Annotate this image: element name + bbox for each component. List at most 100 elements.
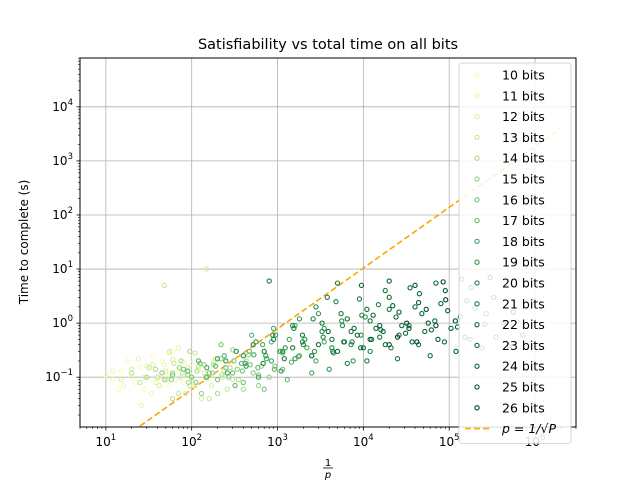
data-point xyxy=(438,300,444,307)
data-point xyxy=(166,382,173,389)
data-point xyxy=(185,379,192,386)
data-point xyxy=(206,370,212,376)
data-point xyxy=(149,353,156,359)
legend-label: 12 bits xyxy=(502,109,545,124)
data-point xyxy=(161,377,167,383)
data-point xyxy=(364,306,370,312)
data-point xyxy=(404,320,410,326)
data-point xyxy=(359,312,365,318)
data-point xyxy=(189,374,195,380)
x-tick-label: 103 xyxy=(267,433,288,449)
data-point xyxy=(132,379,138,386)
data-point xyxy=(144,374,150,380)
data-point xyxy=(423,306,429,312)
legend-label: 13 bits xyxy=(502,130,545,145)
data-point xyxy=(310,316,316,322)
data-point xyxy=(324,294,330,300)
legend-marker xyxy=(474,134,480,141)
legend: 10 bits 11 bits 12 bits 13 bits 14 bits 15 bi… xyxy=(458,62,572,444)
data-point xyxy=(115,386,122,392)
data-point xyxy=(386,342,392,348)
data-point xyxy=(243,358,249,364)
data-point xyxy=(189,360,195,367)
data-point xyxy=(406,325,412,332)
legend-marker xyxy=(474,113,480,120)
data-point xyxy=(224,386,230,392)
data-point xyxy=(432,318,438,324)
legend-label: 16 bits xyxy=(502,192,545,207)
data-point xyxy=(251,352,257,358)
data-point xyxy=(195,358,202,364)
y-axis-label: Time to complete (s) xyxy=(17,180,31,306)
data-point xyxy=(442,287,448,294)
data-point xyxy=(261,348,267,355)
data-point xyxy=(263,353,269,359)
legend-marker xyxy=(474,197,480,203)
y-tick-label: 101 xyxy=(52,260,73,276)
y-tick-label: 10−1 xyxy=(45,368,73,384)
data-point xyxy=(137,379,143,386)
data-point xyxy=(278,368,284,374)
data-point xyxy=(370,312,376,318)
data-point xyxy=(214,356,221,362)
data-point xyxy=(289,345,296,351)
x-tick-label: 102 xyxy=(181,433,202,449)
data-point xyxy=(296,316,303,322)
data-point xyxy=(250,370,256,376)
data-point xyxy=(377,322,383,329)
data-point xyxy=(394,356,401,362)
data-point xyxy=(246,348,253,355)
data-point xyxy=(204,365,210,371)
data-point xyxy=(386,278,392,284)
legend-marker xyxy=(474,155,480,161)
data-point xyxy=(427,353,433,359)
data-point xyxy=(223,358,229,364)
data-point xyxy=(414,339,420,345)
y-axis-ticks: 10−1 100 101 102 103 104 xyxy=(45,57,80,416)
data-point xyxy=(313,304,319,310)
legend-marker xyxy=(474,72,480,78)
data-point xyxy=(242,360,248,367)
data-point xyxy=(192,350,198,356)
data-point xyxy=(194,368,200,374)
legend-marker xyxy=(474,217,480,224)
data-point xyxy=(313,358,319,364)
data-point xyxy=(334,280,341,286)
data-point xyxy=(272,332,279,338)
data-point xyxy=(284,377,290,383)
data-point xyxy=(358,345,364,351)
data-point xyxy=(141,374,147,380)
data-point xyxy=(185,368,191,374)
data-point xyxy=(386,294,392,300)
legend-marker xyxy=(474,405,480,411)
series-13 xyxy=(315,282,448,359)
data-point xyxy=(129,366,135,372)
legend-label: 10 bits xyxy=(502,68,545,83)
data-point xyxy=(253,339,259,345)
data-point xyxy=(103,372,109,378)
data-point xyxy=(214,377,221,383)
data-point xyxy=(223,365,229,371)
data-point xyxy=(198,390,205,397)
data-point xyxy=(255,382,262,389)
data-point xyxy=(169,370,176,376)
data-point xyxy=(358,282,365,288)
legend-marker xyxy=(474,259,480,265)
data-point xyxy=(319,320,325,326)
data-point xyxy=(152,379,159,386)
y-tick-label: 103 xyxy=(52,152,73,168)
data-point xyxy=(428,327,435,333)
legend-label: 26 bits xyxy=(502,400,545,415)
legend-label: 15 bits xyxy=(502,172,545,187)
data-point xyxy=(291,325,297,332)
data-point xyxy=(296,353,303,359)
data-point xyxy=(232,382,238,389)
data-point xyxy=(339,318,345,324)
legend-marker xyxy=(474,280,480,286)
data-point xyxy=(282,345,288,351)
data-point xyxy=(192,382,198,389)
data-point xyxy=(315,310,322,317)
data-point xyxy=(277,348,284,355)
legend-label: 22 bits xyxy=(502,317,545,332)
